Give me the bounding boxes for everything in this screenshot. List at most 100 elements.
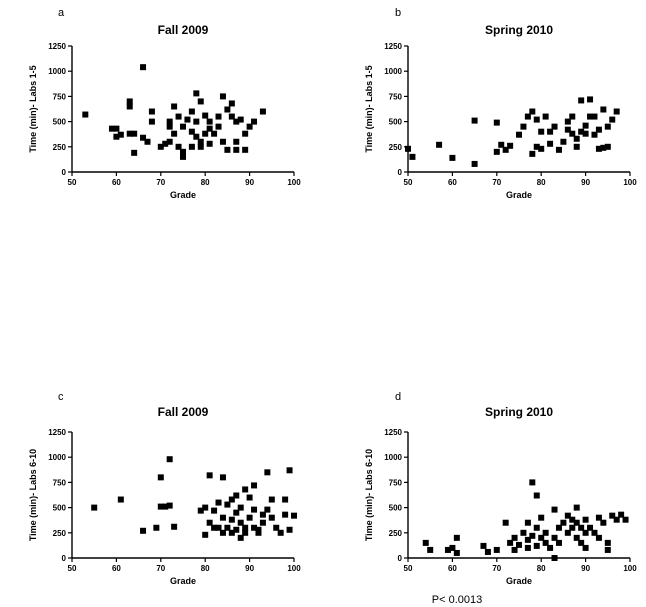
chart-a-x-tick-label: 90	[245, 178, 254, 187]
chart-c-x-tick-label: 60	[112, 564, 121, 573]
chart-c-data-point	[251, 482, 258, 489]
chart-b-panel-letter: b	[395, 7, 401, 19]
chart-d-data-point	[538, 534, 545, 541]
chart-c-x-tick-label: 50	[68, 564, 77, 573]
chart-c-x-tick-label: 100	[287, 564, 301, 573]
chart-a-data-point	[237, 116, 244, 123]
chart-c-data-point	[246, 514, 253, 521]
chart-b-x-axis-label: Grade	[506, 190, 532, 200]
chart-a-data-point	[175, 143, 182, 150]
chart-d-data-point	[453, 549, 460, 556]
chart-c-data-point	[219, 529, 226, 536]
chart-d-data-point	[484, 548, 491, 555]
chart-b-data-point	[449, 154, 456, 161]
chart-a-data-point	[259, 108, 266, 115]
chart-d-data-point	[547, 544, 554, 551]
chart-b-data-point	[582, 130, 589, 137]
chart-b-data-point	[573, 143, 580, 150]
chart-b-y-tick-label: 1250	[384, 42, 402, 51]
chart-a-data-point	[113, 125, 120, 132]
chart-d-data-point	[600, 519, 607, 526]
chart-d-data-point	[595, 534, 602, 541]
chart-b-x-tick-label: 80	[537, 178, 546, 187]
chart-b-title: Spring 2010	[485, 23, 553, 37]
chart-a-y-tick-label: 250	[53, 143, 67, 152]
chart-b-data-point	[529, 150, 536, 157]
chart-b-x-tick-label: 100	[623, 178, 637, 187]
chart-b-data-point	[436, 141, 443, 148]
chart-d-y-tick-label: 500	[389, 504, 403, 513]
chart-c-data-point	[117, 496, 124, 503]
chart-d-data-point	[573, 504, 580, 511]
chart-a-data-point	[215, 123, 222, 130]
chart-b-data-point	[538, 145, 545, 152]
chart-c-data-point	[219, 474, 226, 481]
chart-d-data-point	[542, 529, 549, 536]
chart-d-data-point	[551, 506, 558, 513]
chart-a-data-point	[242, 130, 249, 137]
chart-a-data-point	[219, 93, 226, 100]
chart-d-y-tick-label: 1000	[384, 453, 402, 462]
chart-b-data-point	[502, 146, 509, 153]
chart-d-data-point	[604, 539, 611, 546]
chart-c-data-point	[202, 531, 209, 538]
chart-b-y-tick-label: 500	[389, 118, 403, 127]
chart-d-data-point	[533, 524, 540, 531]
chart-c-data-point	[202, 504, 209, 511]
chart-b-data-point	[498, 141, 505, 148]
chart-c-data-point	[282, 511, 289, 518]
chart-a-data-point	[131, 130, 138, 137]
chart-c-data-point	[259, 519, 266, 526]
chart-b-data-point	[493, 119, 500, 126]
chart-a-data-point	[224, 106, 231, 113]
chart-c-panel-letter: c	[58, 391, 64, 403]
chart-b-data-point	[573, 135, 580, 142]
chart-c-data-point	[237, 519, 244, 526]
chart-a-data-point	[113, 133, 120, 140]
chart-b-data-point	[524, 113, 531, 120]
chart-b-y-tick-label: 1000	[384, 67, 402, 76]
chart-d-data-point	[555, 539, 562, 546]
chart-d-data-point	[582, 529, 589, 536]
chart-b-data-point	[569, 113, 576, 120]
chart-c-title: Fall 2009	[158, 405, 209, 419]
chart-d-data-point	[524, 544, 531, 551]
chart-d-data-point	[524, 536, 531, 543]
chart-d-x-tick-label: 60	[448, 564, 457, 573]
chart-c-data-point	[286, 526, 293, 533]
chart-a-data-point	[202, 130, 209, 137]
chart-b-data-point	[547, 140, 554, 147]
chart-a-data-point	[140, 64, 147, 71]
chart-c-x-tick-label: 70	[156, 564, 165, 573]
chart-d-data-point	[582, 544, 589, 551]
chart-b-data-point	[595, 126, 602, 133]
chart-c-data-point	[286, 467, 293, 474]
chart-c-data-point	[242, 524, 249, 531]
chart-d-annotation: P< 0.0013	[432, 594, 482, 606]
chart-a-data-point	[180, 123, 186, 130]
chart-d-y-tick-label: 1250	[384, 428, 402, 437]
chart-d-x-axis-label: Grade	[506, 576, 532, 586]
chart-d-data-point	[591, 529, 598, 536]
chart-c-data-point	[166, 456, 173, 463]
chart-a-data-point	[157, 143, 164, 150]
chart-d-data-point	[573, 519, 580, 526]
chart-d-data-point	[551, 555, 558, 561]
chart-a-data-point	[140, 134, 147, 141]
chart-b-data-point	[595, 145, 602, 152]
chart-d-data-point	[622, 516, 629, 523]
chart-b-data-point	[507, 142, 514, 149]
chart-b-data-point	[569, 130, 576, 137]
chart-b-x-tick-label: 50	[404, 178, 413, 187]
chart-c-data-point	[162, 503, 169, 510]
chart-a-x-tick-label: 100	[287, 178, 301, 187]
chart-a-data-point	[82, 111, 89, 118]
chart-c-y-tick-label: 1250	[48, 428, 66, 437]
chart-c-data-point	[277, 529, 284, 536]
chart-a-data-point	[171, 103, 178, 110]
chart-c-x-tick-label: 90	[245, 564, 254, 573]
chart-d-y-axis-label: Time (min)- Labs 6-10	[364, 449, 374, 541]
chart-d-data-point	[511, 546, 518, 553]
chart-c-data-point	[259, 511, 266, 518]
chart-c-data-point	[197, 507, 204, 514]
